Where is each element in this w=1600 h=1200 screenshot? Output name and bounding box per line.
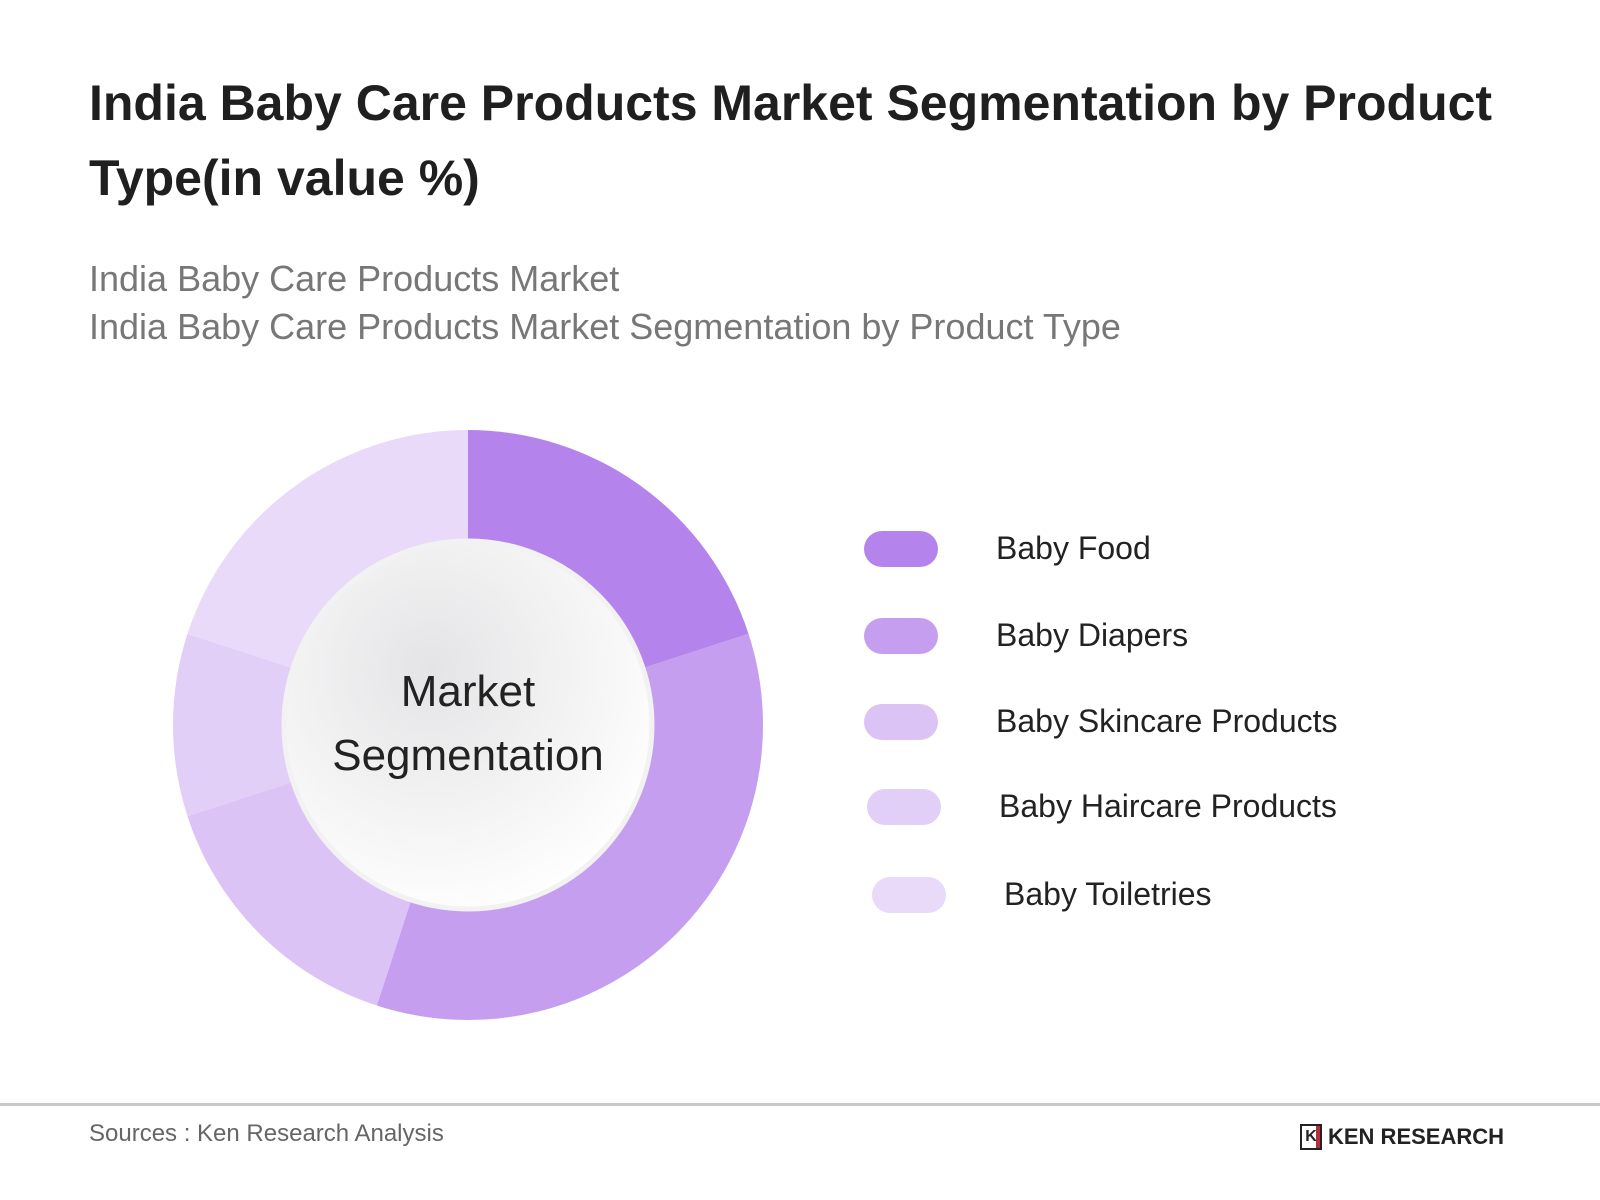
legend-swatch [872, 876, 946, 913]
legend-item: Baby Toiletries [872, 876, 1212, 913]
legend-label: Baby Haircare Products [999, 788, 1337, 824]
legend-swatch [864, 617, 938, 654]
legend-label: Baby Food [996, 530, 1151, 566]
logo-mark: K [1300, 1124, 1322, 1150]
legend-label: Baby Toiletries [1004, 876, 1212, 912]
center-label-line-1: Market [400, 667, 536, 716]
legend-item: Baby Food [864, 530, 1151, 567]
footer-divider [0, 1103, 1600, 1106]
legend-swatch [867, 788, 941, 825]
legend-swatch [864, 530, 938, 567]
legend-label: Baby Skincare Products [996, 703, 1338, 739]
source-note: Sources : Ken Research Analysis [89, 1120, 444, 1147]
chart-subtitle-2: India Baby Care Products Market Segmenta… [89, 306, 1121, 347]
logo-text: KEN RESEARCH [1328, 1124, 1505, 1149]
chart-title: India Baby Care Products Market Segmenta… [89, 75, 1493, 206]
donut-chart [173, 430, 763, 1020]
ken-research-logo: K KEN RESEARCH [1300, 1124, 1504, 1150]
legend-item: Baby Diapers [864, 617, 1188, 654]
legend-item: Baby Haircare Products [867, 788, 1337, 825]
center-label-line-2: Segmentation [332, 731, 604, 780]
legend-swatch [864, 703, 938, 740]
legend-label: Baby Diapers [996, 617, 1189, 653]
donut-center [281, 538, 655, 912]
chart-subtitle: India Baby Care Products Market [89, 258, 620, 299]
legend-item: Baby Skincare Products [864, 703, 1338, 740]
center-label: Market Segmentation [268, 660, 668, 788]
